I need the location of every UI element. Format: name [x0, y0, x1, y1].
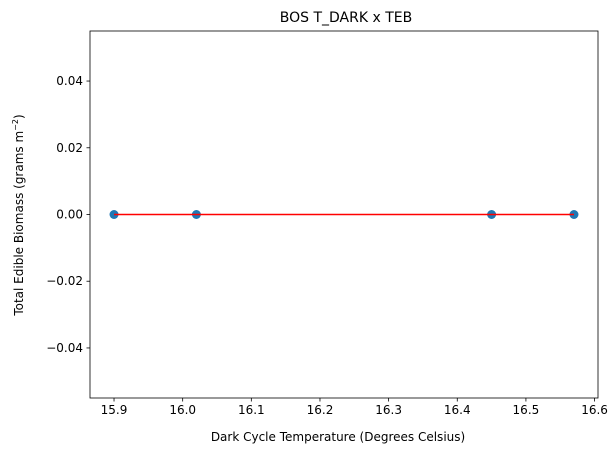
x-tick-label: 16.5	[513, 403, 540, 417]
y-tick-label: 0.00	[56, 208, 83, 222]
y-tick-label: −0.04	[46, 341, 83, 355]
y-axis-label-main: Total Edible Biomass (grams m	[12, 131, 26, 317]
x-tick-label: 16.0	[169, 403, 196, 417]
x-tick-label: 16.4	[444, 403, 471, 417]
x-tick-label: 16.1	[238, 403, 265, 417]
x-tick-label: 16.2	[307, 403, 334, 417]
x-axis-label: Dark Cycle Temperature (Degrees Celsius)	[211, 430, 465, 444]
series-layer	[109, 210, 579, 219]
chart-title: BOS T_DARK x TEB	[280, 10, 412, 26]
y-axis-label-superscript: −2	[11, 119, 20, 131]
y-axis-label: Total Edible Biomass (grams m−2)	[11, 114, 26, 316]
y-tick-label: 0.02	[56, 141, 83, 155]
y-tick-label: −0.02	[46, 274, 83, 288]
y-tick-label: 0.04	[56, 74, 83, 88]
x-axis-ticks: 15.9 16.0 16.1 16.2 16.3 16.4 16.5 16.6	[101, 398, 608, 417]
y-axis-ticks: −0.04 −0.02 0.00 0.02 0.04	[46, 74, 90, 355]
y-axis-label-end: )	[12, 114, 26, 119]
x-tick-label: 16.3	[375, 403, 402, 417]
x-tick-label: 15.9	[101, 403, 128, 417]
x-tick-label: 16.6	[581, 403, 608, 417]
